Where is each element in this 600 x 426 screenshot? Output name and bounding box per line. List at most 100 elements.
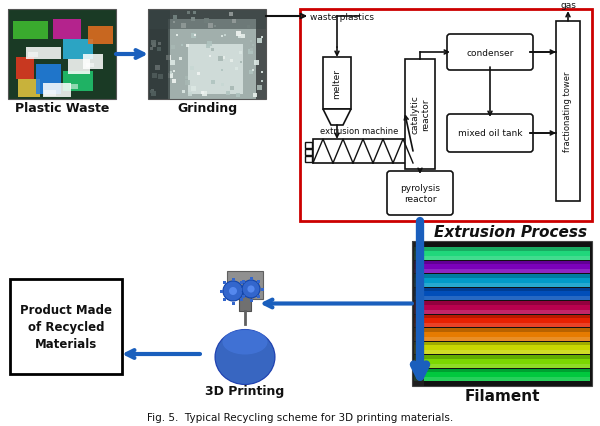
Bar [414, 248, 590, 260]
Bar [191, 34, 196, 39]
Bar [207, 42, 212, 47]
Bar [414, 296, 590, 300]
Text: pyrolysis
reactor: pyrolysis reactor [400, 184, 440, 203]
Bar [229, 13, 233, 17]
Bar [173, 22, 175, 24]
Bar [8, 10, 116, 100]
Bar [222, 57, 225, 60]
Bar [209, 56, 211, 58]
Bar [221, 36, 223, 38]
Circle shape [247, 286, 254, 293]
Bar [414, 315, 590, 319]
Bar [155, 66, 160, 71]
Bar [257, 39, 262, 44]
Bar [26, 48, 61, 60]
Text: Fig. 5.  Typical Recycling scheme for 3D printing materials.: Fig. 5. Typical Recycling scheme for 3D … [147, 412, 453, 422]
Bar [221, 70, 223, 72]
Bar [150, 48, 153, 51]
Bar [223, 298, 226, 301]
Bar [151, 90, 154, 93]
Circle shape [223, 281, 243, 301]
Bar [250, 277, 253, 280]
Bar [197, 73, 200, 76]
Bar [414, 328, 590, 332]
Bar [170, 61, 175, 66]
Bar [206, 45, 210, 49]
Bar [257, 86, 262, 91]
Bar [153, 43, 155, 45]
Text: fractionating tower: fractionating tower [563, 72, 572, 152]
Bar [238, 36, 241, 39]
Bar [148, 10, 170, 100]
Bar [185, 77, 188, 80]
Bar [414, 274, 590, 278]
Text: 3D Printing: 3D Printing [205, 384, 284, 397]
Bar [250, 41, 252, 43]
Bar [188, 93, 192, 97]
Text: mixed oil tank: mixed oil tank [458, 129, 522, 138]
Bar [182, 91, 185, 94]
Bar [261, 81, 263, 83]
Bar [239, 288, 241, 291]
Bar [185, 81, 190, 86]
Text: Filament: Filament [464, 388, 540, 403]
Bar [239, 52, 242, 55]
Bar [414, 288, 590, 300]
Circle shape [229, 287, 237, 295]
Text: catalytic
reactor: catalytic reactor [410, 95, 430, 134]
Bar [187, 12, 190, 15]
Bar [158, 43, 161, 46]
Bar [300, 10, 592, 222]
Bar [250, 49, 253, 52]
Bar [414, 301, 590, 314]
Bar [223, 281, 226, 284]
Bar [53, 20, 81, 40]
Bar [168, 74, 173, 79]
Bar [152, 44, 156, 48]
Bar [414, 301, 590, 305]
Bar [16, 58, 34, 80]
Bar [230, 60, 233, 63]
Bar [414, 355, 590, 359]
Bar [158, 75, 163, 80]
Bar [248, 50, 253, 55]
Bar [242, 280, 245, 283]
Bar [260, 288, 263, 291]
Bar [157, 48, 161, 52]
Bar [10, 279, 122, 374]
Bar [181, 24, 186, 29]
Bar [191, 87, 196, 92]
FancyBboxPatch shape [447, 35, 533, 71]
Text: Grinding: Grinding [177, 102, 237, 115]
Bar [236, 32, 241, 37]
Bar [414, 315, 590, 327]
Bar [86, 64, 94, 68]
Bar [83, 55, 103, 70]
Bar [63, 40, 93, 60]
FancyBboxPatch shape [447, 115, 533, 153]
Bar [43, 84, 71, 98]
Bar [211, 49, 214, 52]
Bar [220, 290, 223, 293]
Bar [414, 342, 590, 354]
Bar [249, 71, 253, 75]
Bar [253, 94, 257, 98]
Text: waste plastics: waste plastics [310, 12, 374, 21]
Bar [18, 80, 40, 98]
Bar [250, 299, 253, 302]
Bar [305, 143, 312, 149]
Bar [232, 278, 235, 281]
Bar [218, 57, 223, 62]
Bar [254, 61, 259, 66]
Bar [191, 18, 195, 22]
Bar [305, 157, 312, 163]
Bar [226, 92, 230, 96]
Bar [247, 26, 250, 29]
Bar [63, 72, 93, 92]
Bar [151, 92, 156, 97]
Text: Extrusion Process: Extrusion Process [434, 225, 587, 239]
Bar [313, 140, 413, 164]
Bar [202, 92, 207, 97]
Bar [171, 46, 175, 50]
Bar [181, 45, 183, 47]
